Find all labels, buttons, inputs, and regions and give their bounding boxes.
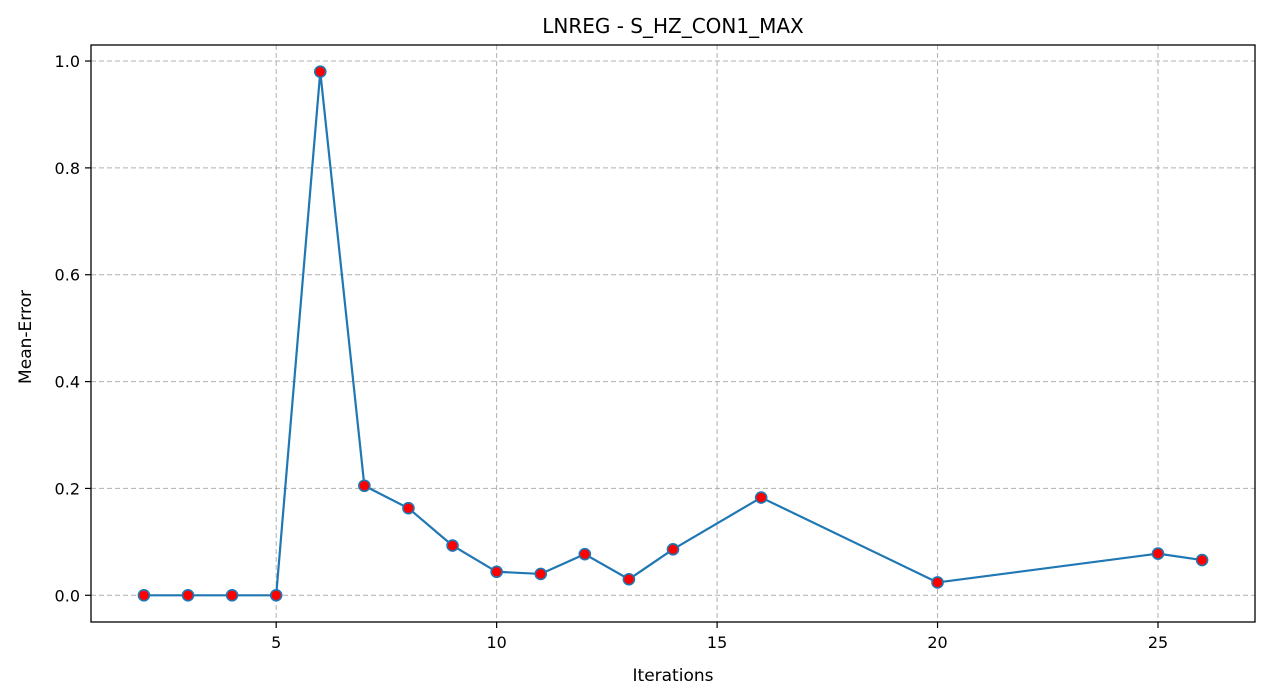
y-tick-label: 0.6 (55, 266, 80, 285)
y-tick-label: 0.4 (55, 373, 80, 392)
x-tick-label: 20 (927, 633, 947, 652)
data-point-marker (446, 539, 459, 552)
x-tick-label: 15 (707, 633, 727, 652)
data-point-marker (1195, 553, 1209, 567)
data-point-marker (181, 588, 195, 602)
y-tick-label: 0.8 (55, 159, 80, 178)
y-axis-label: Mean-Error (16, 290, 36, 384)
x-axis-label: Iterations (633, 666, 714, 686)
x-tick-label: 25 (1148, 633, 1168, 652)
data-point-marker (402, 501, 415, 515)
data-point-marker (931, 576, 944, 589)
y-tick-label: 0.2 (55, 479, 80, 498)
x-tick-label: 5 (271, 633, 281, 652)
data-point-marker (666, 543, 680, 556)
data-points (137, 65, 1209, 602)
data-point-marker (269, 588, 283, 602)
x-axis-ticks: 5 10 15 20 25 (271, 622, 1168, 652)
data-point-marker (1151, 547, 1165, 560)
data-point-marker (534, 567, 548, 581)
data-point-marker (313, 65, 327, 79)
y-tick-label: 0.0 (55, 586, 80, 605)
grid (91, 45, 1255, 622)
data-point-marker (754, 491, 768, 504)
plot-frame (90, 44, 1256, 623)
y-tick-label: 1.0 (55, 52, 80, 71)
x-tick-label: 10 (486, 633, 506, 652)
data-point-marker (622, 572, 636, 586)
data-point-marker (490, 565, 503, 579)
series-line (143, 70, 1203, 597)
data-point-marker (225, 588, 239, 602)
chart-title: LNREG - S_HZ_CON1_MAX (542, 14, 804, 38)
y-axis-ticks: 0.0 0.2 0.4 0.6 0.8 1.0 (55, 52, 91, 605)
data-point-marker (578, 547, 592, 561)
data-point-marker (358, 479, 371, 493)
data-point-marker (137, 588, 151, 602)
